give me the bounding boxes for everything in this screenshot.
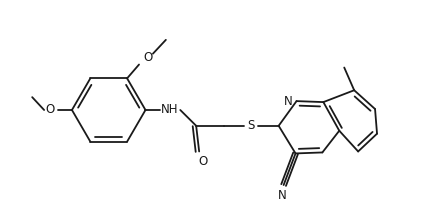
Text: S: S <box>247 119 255 132</box>
Text: N: N <box>284 95 293 108</box>
Text: NH: NH <box>161 104 178 117</box>
Text: O: O <box>198 155 208 168</box>
Text: N: N <box>278 189 287 202</box>
Text: O: O <box>143 51 153 64</box>
Text: O: O <box>45 104 55 117</box>
